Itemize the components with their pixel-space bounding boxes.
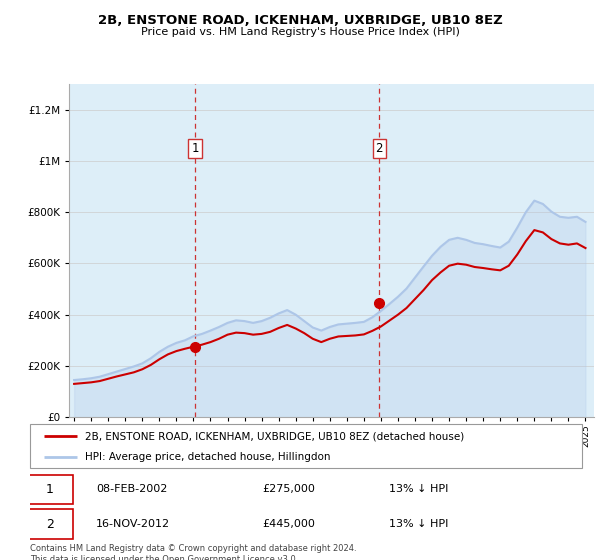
Text: 2B, ENSTONE ROAD, ICKENHAM, UXBRIDGE, UB10 8EZ (detached house): 2B, ENSTONE ROAD, ICKENHAM, UXBRIDGE, UB… xyxy=(85,431,464,441)
Text: 13% ↓ HPI: 13% ↓ HPI xyxy=(389,484,448,494)
Text: 13% ↓ HPI: 13% ↓ HPI xyxy=(389,519,448,529)
Text: 2: 2 xyxy=(46,517,54,531)
FancyBboxPatch shape xyxy=(30,424,582,468)
Text: HPI: Average price, detached house, Hillingdon: HPI: Average price, detached house, Hill… xyxy=(85,452,331,461)
Text: 2B, ENSTONE ROAD, ICKENHAM, UXBRIDGE, UB10 8EZ: 2B, ENSTONE ROAD, ICKENHAM, UXBRIDGE, UB… xyxy=(98,14,502,27)
Text: £445,000: £445,000 xyxy=(262,519,315,529)
Text: 1: 1 xyxy=(191,142,199,155)
FancyBboxPatch shape xyxy=(27,509,73,539)
Text: 1: 1 xyxy=(46,483,54,496)
Text: Price paid vs. HM Land Registry's House Price Index (HPI): Price paid vs. HM Land Registry's House … xyxy=(140,27,460,37)
Text: 16-NOV-2012: 16-NOV-2012 xyxy=(96,519,170,529)
Text: 08-FEB-2002: 08-FEB-2002 xyxy=(96,484,167,494)
Text: Contains HM Land Registry data © Crown copyright and database right 2024.
This d: Contains HM Land Registry data © Crown c… xyxy=(30,544,356,560)
Text: £275,000: £275,000 xyxy=(262,484,315,494)
FancyBboxPatch shape xyxy=(27,474,73,505)
Text: 2: 2 xyxy=(376,142,383,155)
